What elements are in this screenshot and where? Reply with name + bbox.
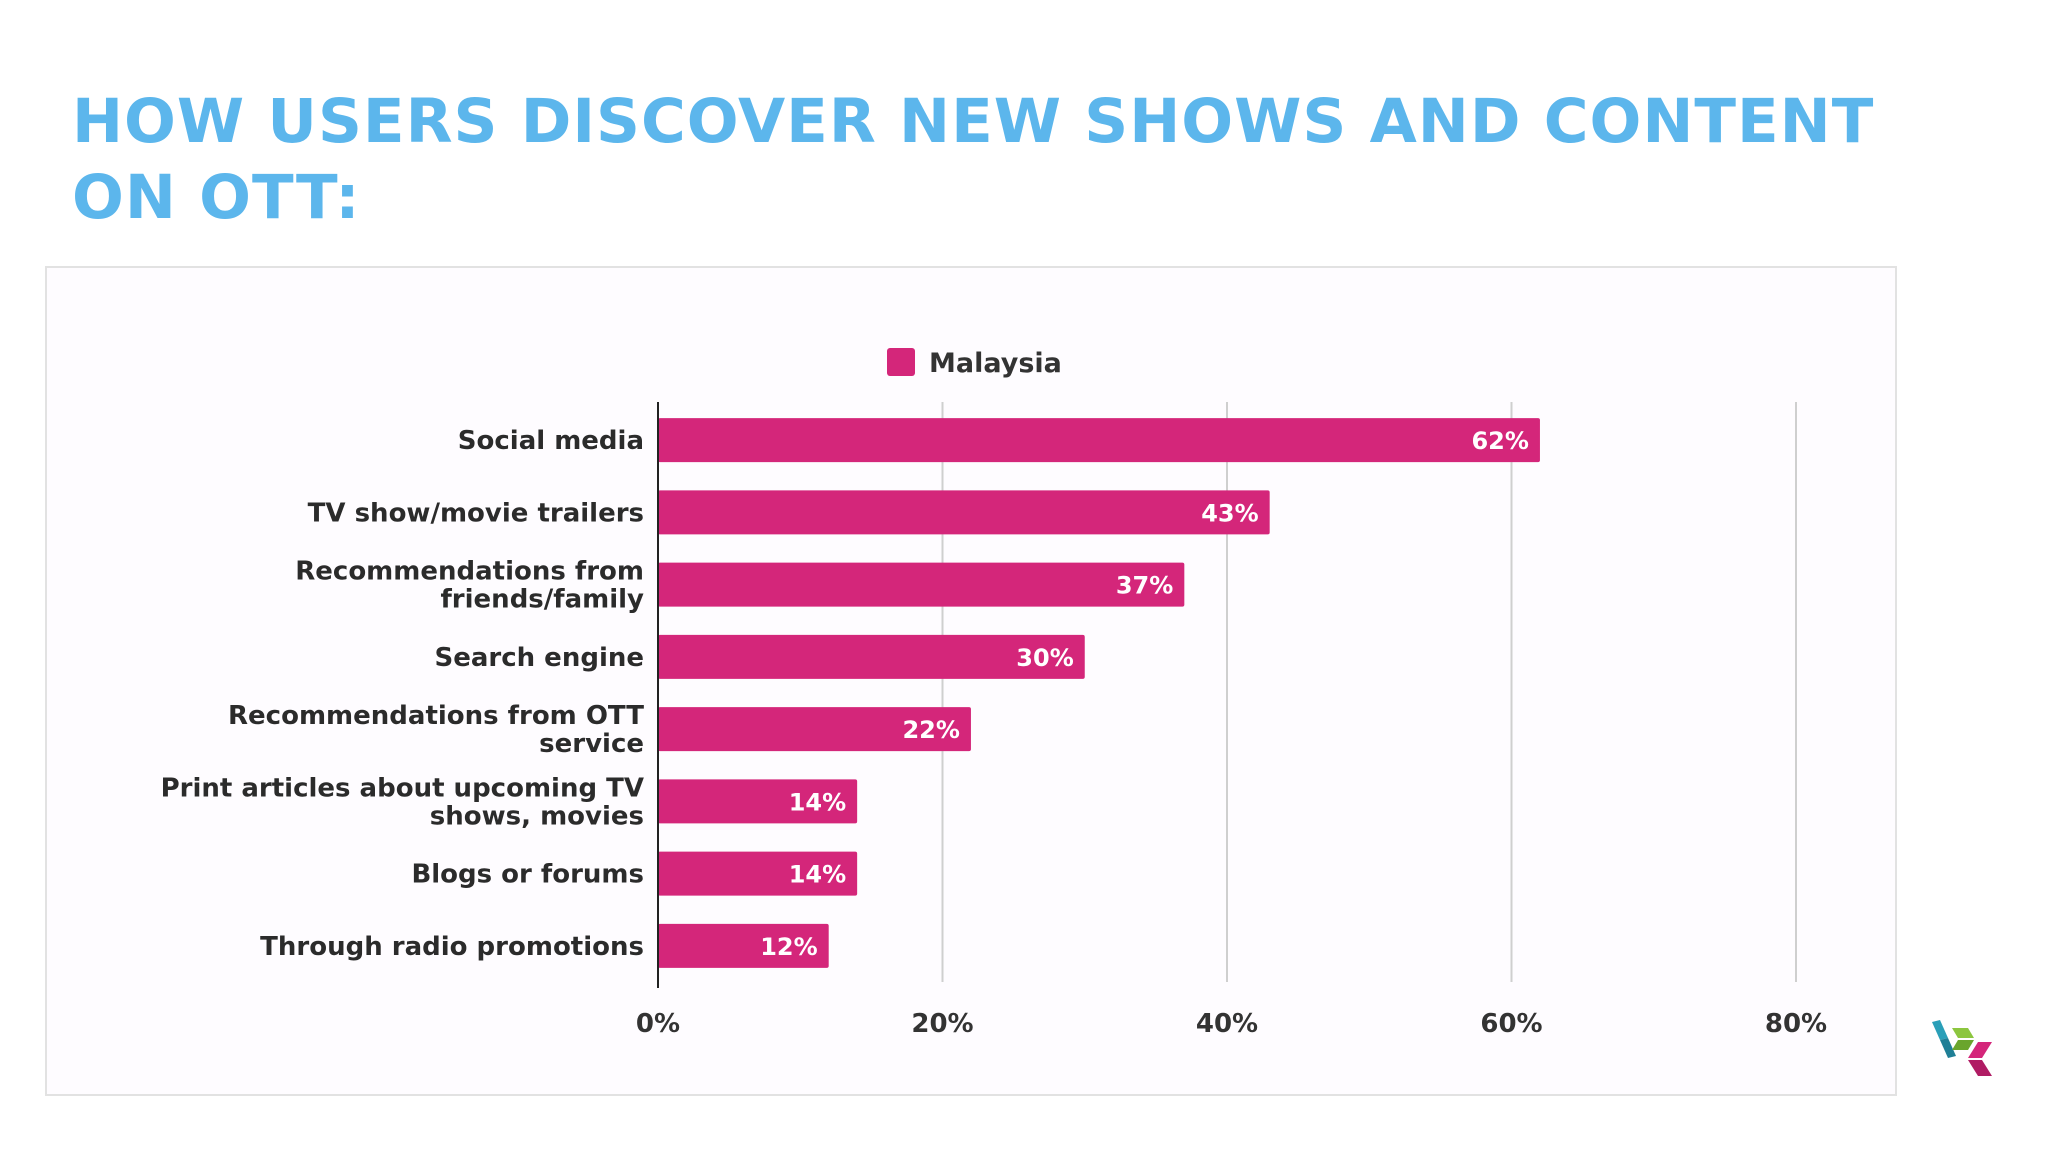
category-label: Social media	[458, 426, 644, 456]
bar	[658, 490, 1270, 535]
chart-panel: 62% 43% 37% 30% 22% 14% 14% 12% Social media TV s…	[45, 266, 1897, 1096]
x-tick-label: 0%	[636, 1009, 680, 1039]
legend-swatch	[887, 348, 915, 376]
bar	[658, 707, 971, 752]
bar-chart: 62% 43% 37% 30% 22% 14% 14% 12% Social media TV s…	[161, 348, 1827, 1039]
category-label: Blogs or forums	[411, 860, 644, 890]
data-label: 37%	[1116, 572, 1173, 600]
bar	[658, 562, 1185, 607]
bar	[658, 634, 1085, 679]
category-label: Print articles about upcoming TV shows, m…	[161, 773, 644, 831]
data-label: 14%	[789, 861, 846, 889]
data-label: 12%	[760, 933, 817, 961]
data-label: 43%	[1201, 499, 1258, 527]
category-label: Search engine	[434, 643, 644, 673]
category-label: Recommendations from OTT service	[228, 701, 644, 759]
page-title: HOW USERS DISCOVER NEW SHOWS AND CONTENT…	[72, 86, 1875, 233]
bar	[658, 418, 1540, 463]
legend-label: Malaysia	[929, 348, 1062, 379]
data-label: 22%	[902, 716, 959, 744]
x-tick-label: 20%	[911, 1009, 973, 1039]
category-label: Recommendations from friends/family	[295, 557, 644, 615]
data-label: 62%	[1471, 427, 1528, 455]
bar	[658, 851, 858, 896]
bar	[658, 779, 858, 824]
data-label: 30%	[1016, 644, 1073, 672]
category-label: TV show/movie trailers	[308, 498, 644, 528]
x-tick-label: 40%	[1196, 1009, 1258, 1039]
x-tick-label: 60%	[1480, 1009, 1542, 1039]
data-label: 14%	[789, 788, 846, 816]
category-label: Through radio promotions	[260, 932, 644, 962]
brand-logo-icon	[1932, 1020, 1992, 1076]
bar	[658, 923, 829, 968]
x-tick-label: 80%	[1765, 1009, 1827, 1039]
